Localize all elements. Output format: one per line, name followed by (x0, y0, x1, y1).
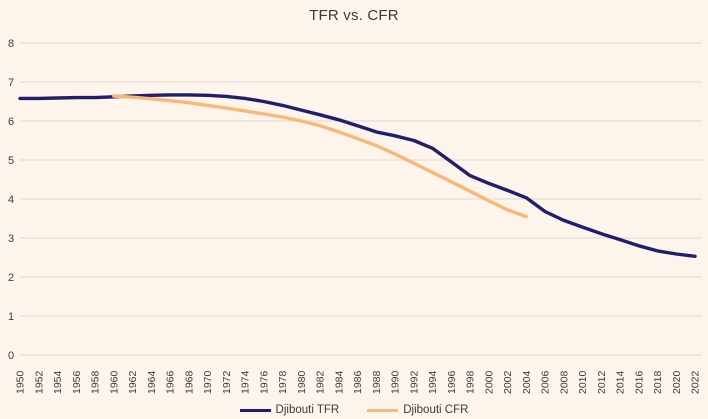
svg-text:2: 2 (8, 272, 14, 284)
series-line-tfr (18, 93, 697, 258)
svg-text:1960: 1960 (108, 370, 120, 394)
svg-text:1990: 1990 (390, 370, 402, 394)
svg-text:1980: 1980 (296, 370, 308, 394)
svg-text:2016: 2016 (633, 370, 645, 394)
svg-text:7: 7 (8, 77, 14, 89)
svg-text:2000: 2000 (483, 370, 495, 394)
svg-text:1952: 1952 (33, 370, 45, 394)
svg-text:2006: 2006 (540, 370, 552, 394)
legend-item-cfr[interactable]: Djibouti CFR (367, 404, 468, 416)
svg-text:6: 6 (8, 116, 14, 128)
legend-item-tfr[interactable]: Djibouti TFR (239, 404, 340, 416)
series-line-cfr (112, 94, 528, 219)
svg-text:3: 3 (8, 233, 14, 245)
svg-text:1958: 1958 (90, 370, 102, 394)
svg-text:1968: 1968 (183, 370, 195, 394)
svg-text:2004: 2004 (521, 370, 533, 394)
gridlines (20, 42, 702, 356)
svg-text:1982: 1982 (315, 370, 327, 394)
svg-text:1984: 1984 (333, 370, 345, 394)
cfr-line-swatch (367, 408, 399, 412)
svg-text:1996: 1996 (446, 370, 458, 394)
svg-text:2010: 2010 (577, 370, 589, 394)
chart-legend: Djibouti TFR Djibouti CFR (0, 404, 708, 416)
svg-text:5: 5 (8, 155, 14, 167)
chart-title: TFR vs. CFR (309, 7, 399, 24)
svg-text:1962: 1962 (127, 370, 139, 394)
svg-text:2012: 2012 (596, 370, 608, 394)
svg-text:1986: 1986 (352, 370, 364, 394)
tfr-line-swatch (239, 408, 271, 412)
svg-text:1978: 1978 (277, 370, 289, 394)
legend-label-tfr: Djibouti TFR (275, 404, 340, 416)
svg-text:1976: 1976 (258, 370, 270, 394)
y-axis-labels: 0 1 2 3 4 5 6 7 8 (8, 38, 14, 362)
svg-text:2020: 2020 (671, 370, 683, 394)
svg-text:1954: 1954 (52, 370, 64, 394)
svg-text:1: 1 (8, 311, 14, 323)
svg-text:1964: 1964 (146, 370, 158, 394)
svg-text:1950: 1950 (15, 370, 27, 394)
svg-text:2022: 2022 (690, 370, 702, 394)
svg-text:1992: 1992 (408, 370, 420, 394)
svg-text:1970: 1970 (202, 370, 214, 394)
svg-text:1974: 1974 (240, 370, 252, 394)
svg-text:2002: 2002 (502, 370, 514, 394)
svg-text:1966: 1966 (165, 370, 177, 394)
svg-text:8: 8 (8, 38, 14, 50)
svg-text:4: 4 (8, 194, 14, 206)
legend-label-cfr: Djibouti CFR (403, 404, 469, 416)
svg-text:2008: 2008 (558, 370, 570, 394)
svg-text:2018: 2018 (652, 370, 664, 394)
svg-text:1988: 1988 (371, 370, 383, 394)
x-axis-labels: 1950 1952 1954 1956 1958 1960 1962 1964 1966 1968… (15, 370, 702, 394)
svg-text:1972: 1972 (221, 370, 233, 394)
svg-text:1956: 1956 (71, 370, 83, 394)
svg-text:1998: 1998 (465, 370, 477, 394)
svg-text:2014: 2014 (615, 370, 627, 394)
svg-text:1994: 1994 (427, 370, 439, 394)
svg-text:0: 0 (8, 350, 14, 362)
